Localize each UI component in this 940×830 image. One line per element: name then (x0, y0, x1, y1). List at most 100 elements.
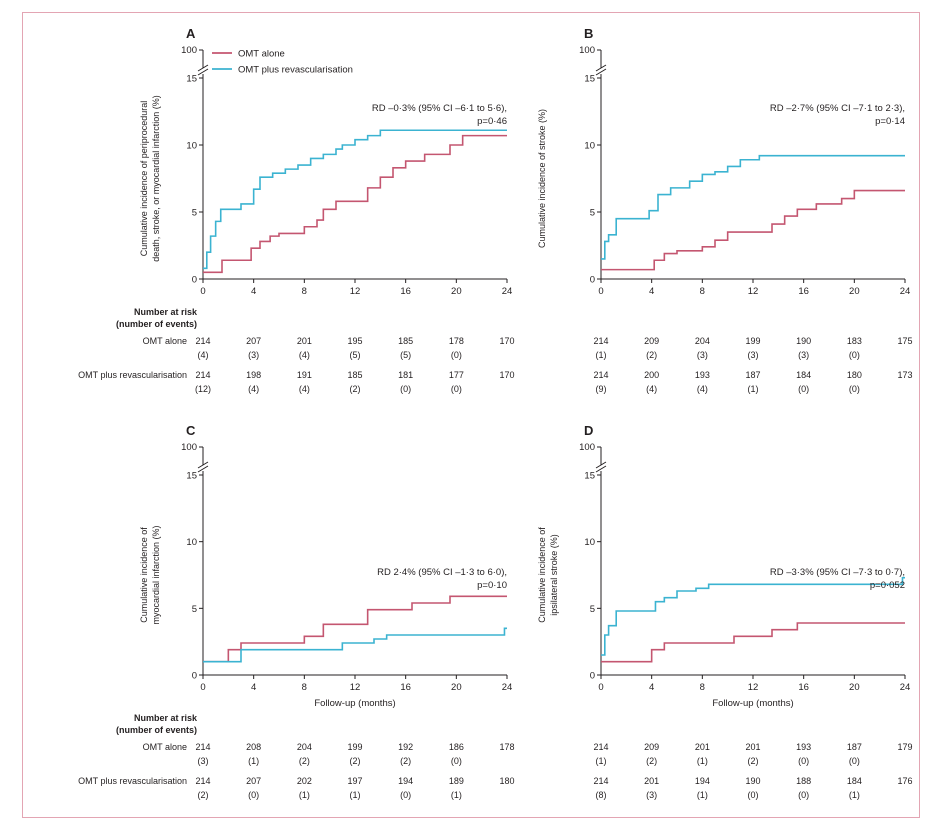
at-risk-count: 198 (246, 370, 261, 380)
y-axis-label: Cumulative incidence of (139, 527, 149, 623)
at-risk-count: 185 (398, 336, 413, 346)
event-count: (0) (248, 790, 259, 800)
x-tick-label: 16 (400, 682, 411, 693)
annotation-text: p=0·14 (875, 116, 905, 127)
at-risk-count: 201 (297, 336, 312, 346)
event-count: (2) (646, 756, 657, 766)
x-axis-label: Follow-up (months) (712, 698, 793, 709)
axis-break-mark (595, 461, 607, 469)
y-axis-label: Cumulative incidence of stroke (%) (537, 109, 547, 248)
event-count: (3) (748, 350, 759, 360)
risk-row-label: OMT plus revascularisation (78, 370, 187, 380)
at-risk-count: 214 (593, 776, 608, 786)
panel-a: A 100 0 5 10 15 0 4 8 12 16 20 24 Cumulative incidenc… (78, 26, 514, 394)
panel-c: C 100 0 5 10 15 0 4 8 12 16 20 24 Cumulative incidenc… (78, 423, 514, 800)
at-risk-count: 175 (897, 336, 912, 346)
event-count: (4) (299, 350, 310, 360)
event-count: (2) (198, 790, 209, 800)
at-risk-count: 181 (398, 370, 413, 380)
at-risk-count: 209 (644, 336, 659, 346)
series-line (601, 189, 905, 271)
event-count: (0) (748, 790, 759, 800)
at-risk-count: 214 (593, 742, 608, 752)
y-axis-label: Cumulative incidence of (537, 527, 547, 623)
x-tick-label: 8 (700, 682, 705, 693)
annotation-text: RD –0·3% (95% CI –6·1 to 5·6), (372, 103, 507, 114)
series-line (203, 134, 507, 274)
legend: OMT alone OMT plus revascularisation (212, 49, 353, 76)
axis-break-mark (595, 68, 607, 76)
x-tick-label: 4 (649, 286, 654, 297)
event-count: (3) (248, 350, 259, 360)
at-risk-count: 186 (449, 742, 464, 752)
y-tick-label: 10 (186, 141, 197, 152)
x-tick-label: 20 (451, 682, 462, 693)
event-count: (4) (198, 350, 209, 360)
at-risk-count: 214 (195, 336, 210, 346)
axis-break-mark (197, 64, 209, 72)
y-tick-label: 10 (584, 537, 595, 548)
at-risk-count: 187 (745, 370, 760, 380)
event-count: (1) (299, 790, 310, 800)
y-tick-label: 15 (584, 74, 595, 85)
y-tick-label: 15 (186, 74, 197, 85)
at-risk-count: 190 (745, 776, 760, 786)
at-risk-count: 214 (195, 776, 210, 786)
event-count: (12) (195, 384, 211, 394)
at-risk-count: 189 (449, 776, 464, 786)
axis-break-mark (197, 461, 209, 469)
axis-break-mark (197, 68, 209, 76)
event-count: (2) (350, 384, 361, 394)
y-axis-label: ipsilateral stroke (%) (549, 534, 559, 616)
y-tick-label: 0 (192, 275, 197, 286)
x-tick-label: 0 (200, 682, 205, 693)
panel-letter: D (584, 423, 593, 438)
event-count: (2) (350, 756, 361, 766)
series-line (203, 627, 507, 663)
x-tick-label: 16 (798, 682, 809, 693)
at-risk-count: 202 (297, 776, 312, 786)
at-risk-count: 195 (347, 336, 362, 346)
x-tick-label: 8 (302, 682, 307, 693)
event-count: (5) (400, 350, 411, 360)
risk-header: Number at risk (134, 713, 198, 723)
y-tick-label: 10 (584, 141, 595, 152)
x-tick-label: 12 (350, 286, 361, 297)
event-count: (0) (849, 384, 860, 394)
panel-d: D 100 0 5 10 15 0 4 8 12 16 20 24 Cumulative incidenc… (537, 423, 913, 800)
at-risk-count: 173 (897, 370, 912, 380)
x-axis-label: Follow-up (months) (314, 698, 395, 709)
event-count: (1) (350, 790, 361, 800)
at-risk-count: 214 (593, 336, 608, 346)
event-count: (0) (451, 756, 462, 766)
x-tick-label: 4 (649, 682, 654, 693)
legend-label-rev: OMT plus revascularisation (238, 65, 353, 76)
at-risk-count: 208 (246, 742, 261, 752)
x-tick-label: 8 (302, 286, 307, 297)
event-count: (5) (350, 350, 361, 360)
at-risk-count: 199 (347, 742, 362, 752)
at-risk-count: 201 (644, 776, 659, 786)
annotation-text: p=0·052 (870, 580, 905, 591)
event-count: (4) (248, 384, 259, 394)
at-risk-count: 193 (695, 370, 710, 380)
annotation-text: RD –2·7% (95% CI –7·1 to 2·3), (770, 103, 905, 114)
at-risk-count: 180 (499, 776, 514, 786)
y-tick-label: 5 (192, 208, 197, 219)
event-count: (0) (798, 790, 809, 800)
x-tick-label: 16 (400, 286, 411, 297)
at-risk-count: 185 (347, 370, 362, 380)
at-risk-count: 183 (847, 336, 862, 346)
y-tick-label: 100 (579, 442, 595, 453)
at-risk-count: 199 (745, 336, 760, 346)
event-count: (0) (798, 384, 809, 394)
x-tick-label: 4 (251, 286, 256, 297)
annotation-text: p=0·46 (477, 116, 507, 127)
at-risk-count: 178 (449, 336, 464, 346)
series-line (601, 622, 905, 663)
event-count: (3) (646, 790, 657, 800)
event-count: (0) (849, 350, 860, 360)
at-risk-count: 191 (297, 370, 312, 380)
y-tick-label: 0 (590, 671, 595, 682)
at-risk-count: 180 (847, 370, 862, 380)
